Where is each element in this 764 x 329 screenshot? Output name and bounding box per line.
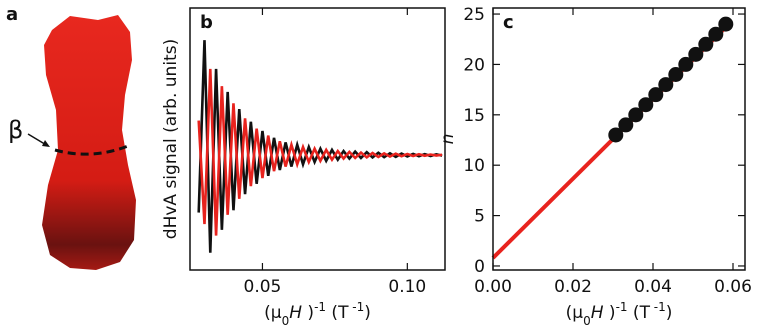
orbit-label: β bbox=[8, 116, 23, 144]
signal-line bbox=[197, 68, 443, 236]
x-tick-label: 0.02 bbox=[554, 277, 592, 297]
data-point bbox=[688, 46, 704, 62]
x-label-part: (μ bbox=[566, 303, 584, 323]
x-axis-label: (μ0H )-1 (T -1) bbox=[264, 300, 371, 328]
x-label-part: -1 bbox=[650, 300, 666, 314]
data-point bbox=[638, 97, 654, 113]
x-label-part: H bbox=[591, 303, 604, 323]
x-label-part: (μ bbox=[264, 303, 282, 323]
x-label-part: ) bbox=[666, 303, 673, 323]
data-point bbox=[658, 77, 674, 93]
x-tick-label: 0.10 bbox=[388, 277, 426, 297]
x-label-part: -1 bbox=[616, 300, 628, 314]
data-point bbox=[698, 36, 714, 52]
plot-frame bbox=[492, 7, 746, 271]
signal-line bbox=[197, 40, 443, 253]
x-tick-label: 0.06 bbox=[714, 277, 752, 297]
x-axis-label: (μ0H )-1 (T -1) bbox=[566, 300, 673, 328]
x-label-part: (T bbox=[628, 303, 651, 323]
x-label-part: -1 bbox=[348, 300, 364, 314]
y-tick-label: 5 bbox=[474, 207, 485, 227]
x-tick-label: 0.05 bbox=[244, 277, 282, 297]
x-label-part: H bbox=[289, 303, 302, 323]
x-label-part: ) bbox=[364, 303, 371, 323]
data-point bbox=[648, 87, 664, 103]
data-point bbox=[618, 117, 634, 133]
x-label-part: ) bbox=[604, 303, 616, 323]
fermi-surface bbox=[42, 15, 136, 270]
y-axis-label: n bbox=[438, 134, 458, 145]
x-label-part: 0 bbox=[282, 314, 290, 328]
panel-a: a β bbox=[6, 4, 136, 270]
x-label-part: -1 bbox=[314, 300, 326, 314]
y-tick-label: 20 bbox=[463, 55, 485, 75]
y-tick-label: 0 bbox=[474, 257, 485, 277]
x-label-part: 0 bbox=[583, 314, 591, 328]
data-point bbox=[628, 107, 644, 123]
y-tick-label: 25 bbox=[463, 5, 485, 25]
arrow-head bbox=[42, 140, 50, 147]
x-label-part: (T bbox=[326, 303, 349, 323]
panel-label: b bbox=[200, 12, 213, 33]
orbit bbox=[54, 144, 129, 156]
plot-frame bbox=[189, 7, 446, 271]
y-tick-label: 15 bbox=[463, 106, 485, 126]
panel-label: c bbox=[503, 12, 514, 33]
data-point bbox=[678, 56, 694, 72]
x-tick-label: 0.04 bbox=[634, 277, 672, 297]
data-point bbox=[668, 67, 684, 83]
data-point bbox=[708, 26, 724, 42]
y-tick-label: 10 bbox=[463, 156, 485, 176]
panel-label: a bbox=[6, 4, 18, 25]
data-point bbox=[718, 16, 734, 32]
x-tick-label: 0.00 bbox=[474, 277, 512, 297]
y-axis-label: dHvA signal (arb. units) bbox=[161, 39, 181, 239]
data-point bbox=[608, 127, 624, 143]
x-label-part: ) bbox=[302, 303, 314, 323]
